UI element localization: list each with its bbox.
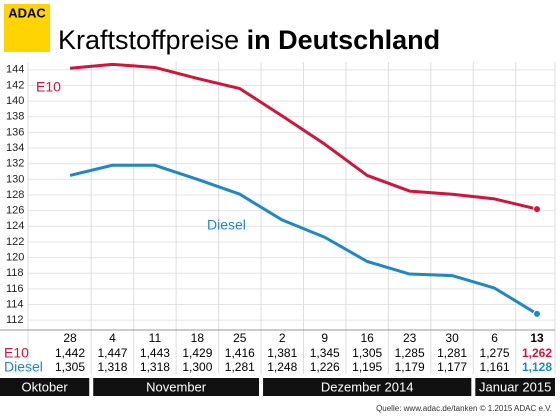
month-bar xyxy=(0,378,90,396)
value-label: 1,275 xyxy=(480,346,510,360)
source: Quelle: www.adac.de/tanken © 1.2015 ADAC… xyxy=(376,404,552,413)
value-label: 1,442 xyxy=(55,346,85,360)
value-label: 1,128 xyxy=(522,360,552,374)
title-bold: in Deutschland xyxy=(247,25,441,55)
date-label: 4 xyxy=(109,331,116,345)
value-label: 1,262 xyxy=(522,346,552,360)
month-label: Dezember 2014 xyxy=(321,379,414,394)
date-label: 30 xyxy=(445,331,459,345)
date-label: 11 xyxy=(149,331,162,345)
value-label: 1,177 xyxy=(437,360,467,374)
title-regular: Kraftstoffpreise xyxy=(58,25,239,55)
value-label: 1,305 xyxy=(55,360,85,374)
value-label: 1,281 xyxy=(225,360,255,374)
y-tick-label: 138 xyxy=(6,111,24,123)
y-tick-label: 112 xyxy=(6,314,24,326)
date-label: 28 xyxy=(63,331,77,345)
month-label: Oktober xyxy=(21,379,68,394)
y-tick-label: 136 xyxy=(6,126,24,138)
date-label: 6 xyxy=(491,331,498,345)
value-label: 1,443 xyxy=(140,346,170,360)
value-label: 1,447 xyxy=(97,346,127,360)
y-tick-label: 130 xyxy=(6,173,24,185)
month-bar xyxy=(475,378,555,396)
value-label: 1,161 xyxy=(480,360,510,374)
date-label: 16 xyxy=(361,331,375,345)
end-point xyxy=(533,205,541,214)
series-line xyxy=(69,62,538,211)
end-point xyxy=(533,309,541,318)
y-tick-label: 122 xyxy=(6,236,24,248)
series-label: Diesel xyxy=(207,217,246,233)
value-label: 1,318 xyxy=(97,360,127,374)
value-label: 1,179 xyxy=(395,360,425,374)
date-label: 13 xyxy=(530,331,544,345)
value-label: 1,281 xyxy=(437,346,467,360)
y-tick-label: 116 xyxy=(6,283,24,295)
series-line xyxy=(69,163,538,316)
y-tick-label: 124 xyxy=(6,220,24,232)
chart-title: Kraftstoffpreise in Deutschland xyxy=(58,25,440,55)
row-label: Diesel xyxy=(4,359,43,375)
value-label: 1,345 xyxy=(310,346,340,360)
y-tick-label: 132 xyxy=(6,158,24,170)
value-label: 1,381 xyxy=(267,346,297,360)
logo-text: ADAC xyxy=(8,5,46,20)
logo-box xyxy=(4,4,50,52)
month-label: November xyxy=(146,379,207,394)
value-label: 1,318 xyxy=(140,360,170,374)
row-label: E10 xyxy=(4,345,29,361)
y-tick-label: 114 xyxy=(6,298,24,310)
date-label: 25 xyxy=(233,331,247,345)
date-label: 2 xyxy=(279,331,286,345)
value-label: 1,300 xyxy=(182,360,212,374)
series-label: E10 xyxy=(36,79,61,95)
month-bar xyxy=(93,378,260,396)
value-label: 1,226 xyxy=(310,360,340,374)
y-tick-label: 144 xyxy=(6,64,24,76)
month-bar xyxy=(263,378,472,396)
date-label: 23 xyxy=(403,331,417,345)
value-label: 1,429 xyxy=(182,346,212,360)
y-tick-label: 126 xyxy=(6,205,24,217)
y-tick-label: 118 xyxy=(6,267,24,279)
month-label: Januar 2015 xyxy=(479,379,551,394)
value-label: 1,416 xyxy=(225,346,255,360)
value-label: 1,305 xyxy=(352,346,382,360)
y-tick-label: 128 xyxy=(6,189,24,201)
value-label: 1,248 xyxy=(267,360,297,374)
value-label: 1,195 xyxy=(352,360,382,374)
y-tick-label: 142 xyxy=(6,79,24,91)
y-tick-label: 134 xyxy=(6,142,24,154)
date-label: 18 xyxy=(191,331,205,345)
date-label: 9 xyxy=(321,331,328,345)
y-tick-label: 140 xyxy=(6,95,24,107)
value-label: 1,285 xyxy=(395,346,425,360)
y-tick-label: 120 xyxy=(6,251,24,263)
